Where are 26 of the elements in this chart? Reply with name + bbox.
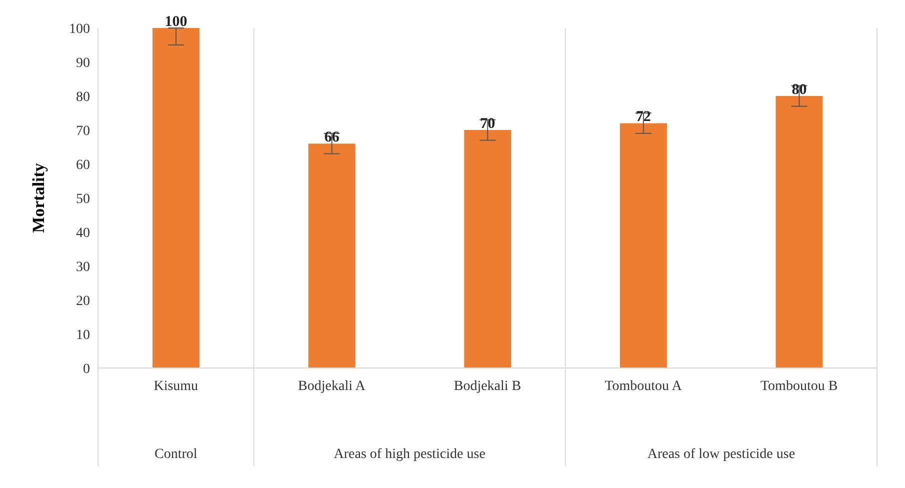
bar — [464, 130, 512, 368]
y-tick-label: 80 — [76, 90, 90, 105]
x-tick-label: Bodjekali A — [298, 379, 366, 394]
y-tick-label: 100 — [69, 22, 90, 37]
text: Areas of high pesticide use — [334, 447, 486, 462]
y-tick-label: 10 — [76, 328, 90, 343]
x-tick-label: Bodjekali B — [454, 379, 522, 394]
bar — [152, 28, 200, 368]
y-tick-label: 40 — [76, 226, 90, 241]
y-tick-label: 30 — [76, 260, 90, 275]
y-tick-label: 0 — [83, 362, 90, 377]
text: Control — [154, 447, 198, 462]
y-tick-label: 50 — [76, 192, 90, 207]
bar — [620, 123, 667, 368]
text: Areas of low pesticide use — [647, 447, 796, 462]
x-tick-label: Tomboutou A — [604, 379, 683, 394]
x-tick-label: Tomboutou B — [760, 379, 838, 394]
x-tick-label: Kisumu — [154, 379, 198, 394]
y-axis-title: Mortality — [29, 162, 48, 233]
y-tick-label: 70 — [76, 124, 90, 139]
y-tick-label: 90 — [76, 56, 90, 71]
y-tick-label: 20 — [76, 294, 90, 309]
bar — [308, 144, 356, 368]
data-label: 100 — [164, 14, 188, 30]
bar — [776, 96, 823, 368]
y-tick-label: 60 — [76, 158, 90, 173]
